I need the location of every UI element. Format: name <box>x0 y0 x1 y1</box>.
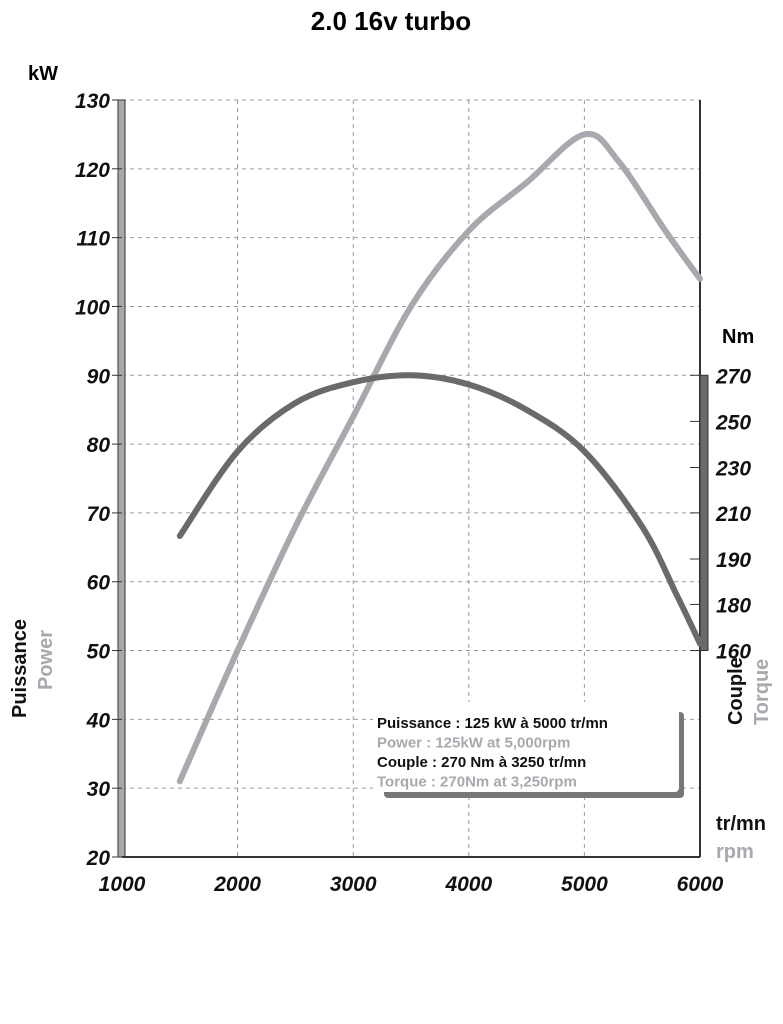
x-tick-label: 4000 <box>444 873 492 896</box>
right-unit-label: Nm <box>722 326 754 348</box>
y-tick-label: 40 <box>86 709 111 732</box>
y-tick-label: 120 <box>75 159 110 182</box>
power-curve <box>176 130 703 785</box>
y-tick-label: 110 <box>77 228 111 251</box>
y-tick-label: 100 <box>75 296 110 319</box>
left-axis-bar <box>117 99 126 858</box>
right-tick-label: 270 <box>715 365 751 388</box>
y-tick-label: 80 <box>87 434 111 457</box>
legend-entry: Power : 125kW at 5,000rpm <box>377 735 570 752</box>
x-tick-label: 1000 <box>99 873 146 896</box>
left-label-en: Power <box>35 630 57 690</box>
torque-axis-bar <box>699 374 709 652</box>
x-tick-label: 3000 <box>330 873 377 896</box>
right-tick-label: 190 <box>716 549 751 572</box>
right-tick-label: 250 <box>715 411 751 434</box>
x-label-fr: tr/mn <box>716 813 766 835</box>
y-tick-label: 20 <box>86 847 111 870</box>
legend-entry: Couple : 270 Nm à 3250 tr/mn <box>377 754 586 771</box>
right-label-en: Torque <box>751 659 773 725</box>
right-tick-label: 230 <box>715 457 751 480</box>
left-unit-label: kW <box>28 63 58 85</box>
x-tick-label: 5000 <box>561 873 608 896</box>
chart-title: 2.0 16v turbo <box>311 6 471 36</box>
y-tick-label: 90 <box>87 365 111 388</box>
x-tick-label: 6000 <box>677 873 724 896</box>
x-label-en: rpm <box>716 841 754 863</box>
legend-box <box>373 702 679 792</box>
right-tick-label: 160 <box>716 641 751 664</box>
right-label-fr: Couple <box>725 657 747 725</box>
right-tick-label: 210 <box>715 503 751 526</box>
right-tick-label: 180 <box>716 594 751 617</box>
y-tick-label: 30 <box>87 778 111 801</box>
y-tick-label: 60 <box>87 572 111 595</box>
legend-entry: Puissance : 125 kW à 5000 tr/mn <box>377 715 608 732</box>
y-tick-label: 70 <box>87 503 111 526</box>
y-tick-label: 130 <box>75 90 110 113</box>
y-tick-label: 50 <box>87 641 111 664</box>
legend-entry: Torque : 270Nm at 3,250rpm <box>377 774 577 791</box>
x-tick-label: 2000 <box>213 873 261 896</box>
left-label-fr: Puissance <box>9 619 31 718</box>
